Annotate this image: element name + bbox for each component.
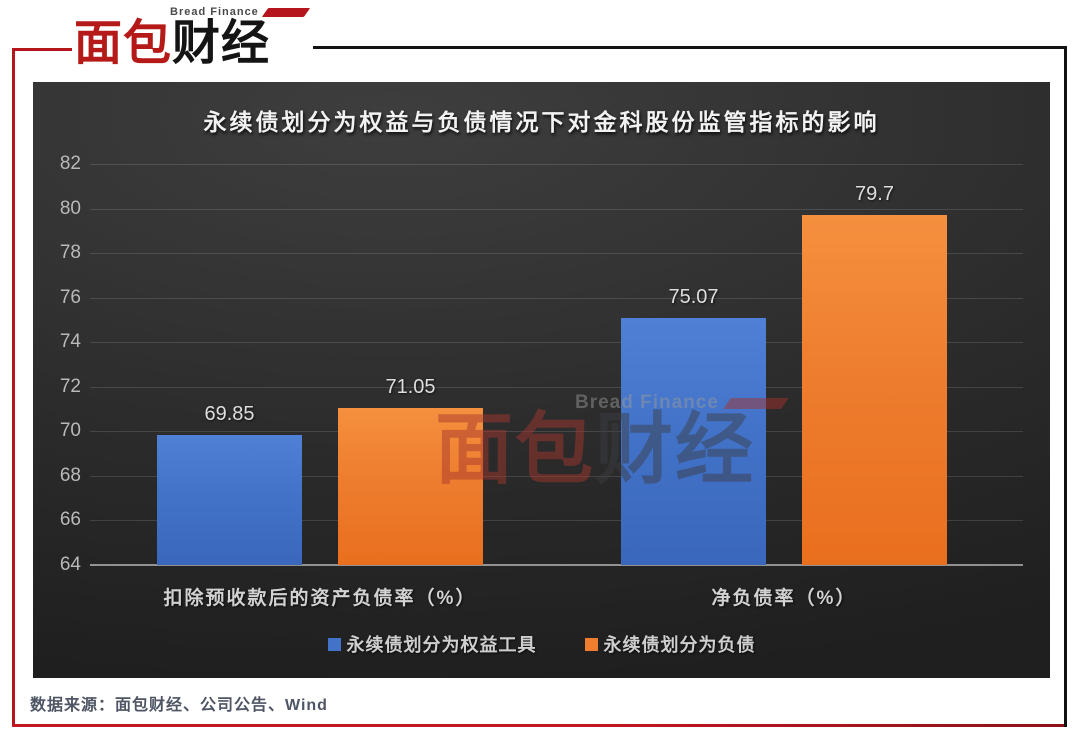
bar bbox=[802, 215, 947, 565]
y-tick-label: 80 bbox=[59, 197, 81, 219]
y-tick-label: 78 bbox=[59, 242, 81, 264]
legend-swatch-icon bbox=[327, 637, 341, 651]
bar-value-label: 75.07 bbox=[668, 286, 719, 309]
brand-name: 面包财经 bbox=[74, 17, 307, 70]
legend-item: 永续债划分为负债 bbox=[584, 631, 756, 657]
y-tick-label: 64 bbox=[59, 554, 81, 575]
bar-value-label: 71.05 bbox=[385, 375, 436, 398]
bar bbox=[338, 407, 483, 565]
y-tick-label: 70 bbox=[59, 420, 81, 442]
brand-subtitle: Bread Finance bbox=[170, 6, 259, 18]
y-tick-label: 82 bbox=[59, 153, 81, 174]
bar bbox=[621, 318, 766, 565]
y-tick-label: 68 bbox=[59, 464, 81, 486]
y-tick-label: 66 bbox=[59, 509, 81, 531]
legend-swatch-icon bbox=[584, 637, 598, 651]
bar-value-label: 69.85 bbox=[204, 402, 255, 425]
gridline bbox=[90, 386, 1023, 388]
bar bbox=[157, 434, 302, 565]
legend-item: 永续债划分为权益工具 bbox=[327, 631, 537, 657]
data-source-note: 数据来源：面包财经、公司公告、Wind bbox=[30, 697, 328, 714]
gridline bbox=[90, 164, 1023, 165]
frame-top-black-line bbox=[288, 46, 1067, 49]
gridline bbox=[90, 342, 1023, 344]
frame-bottom-red-line bbox=[12, 724, 1066, 727]
category-label: 扣除预收款后的资产负债率（%） bbox=[163, 588, 477, 609]
brand-name-black: 财经 bbox=[172, 17, 271, 70]
gridline bbox=[90, 564, 1023, 566]
frame-right-black-line bbox=[1064, 46, 1067, 727]
gridline bbox=[90, 475, 1023, 477]
brand-name-red: 面包 bbox=[74, 17, 173, 70]
gridline bbox=[90, 297, 1023, 299]
y-tick-label: 74 bbox=[59, 331, 81, 353]
gridline bbox=[90, 520, 1023, 522]
category-label: 净负债率（%） bbox=[711, 588, 857, 609]
gridline bbox=[90, 431, 1023, 433]
frame-top-red-segment bbox=[12, 48, 74, 51]
chart-title: 永续债划分为权益与负债情况下对金科股份监管指标的影响 bbox=[203, 109, 880, 135]
y-tick-label: 76 bbox=[59, 286, 81, 308]
legend-label: 永续债划分为权益工具 bbox=[346, 635, 537, 655]
chart-legend: 永续债划分为权益工具 永续债划分为负债 bbox=[33, 631, 1050, 657]
gridline bbox=[90, 253, 1023, 255]
chart-panel: 永续债划分为权益与负债情况下对金科股份监管指标的影响 永续债划分为权益工具 永续债… bbox=[33, 82, 1050, 678]
gridline bbox=[90, 208, 1023, 210]
brand-swoosh-icon bbox=[261, 7, 310, 17]
frame-left-red-line bbox=[12, 49, 15, 727]
y-tick-label: 72 bbox=[59, 375, 81, 397]
legend-label: 永续债划分为负债 bbox=[603, 635, 756, 655]
bar-value-label: 79.7 bbox=[855, 183, 894, 206]
brand-logo: Bread Finance 面包财经 bbox=[72, 5, 313, 72]
